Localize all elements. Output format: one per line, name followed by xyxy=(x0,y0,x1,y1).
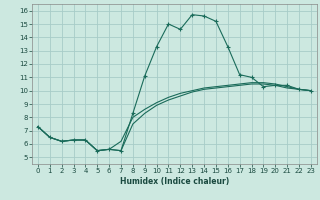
X-axis label: Humidex (Indice chaleur): Humidex (Indice chaleur) xyxy=(120,177,229,186)
